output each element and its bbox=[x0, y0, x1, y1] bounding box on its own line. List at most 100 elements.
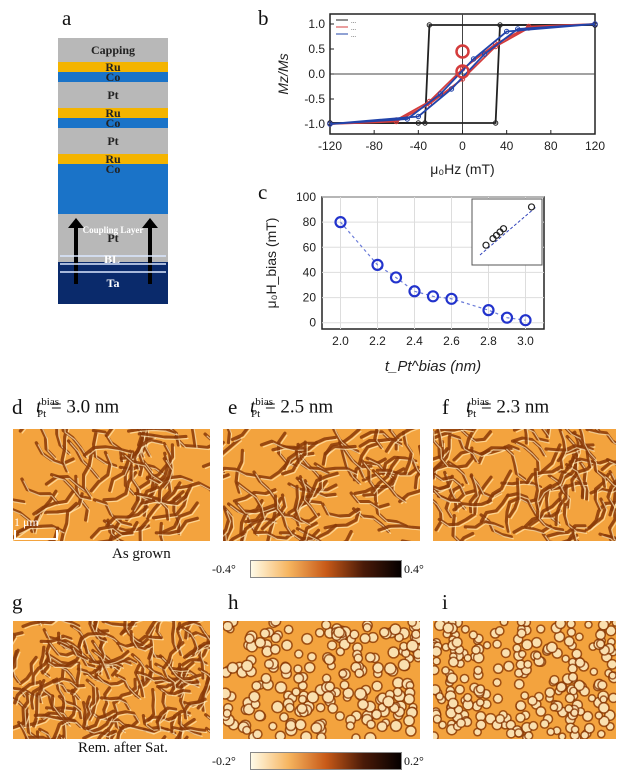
xtick-label-b: -40 bbox=[410, 139, 428, 153]
series-point-b-4 bbox=[503, 28, 510, 35]
data-point-c-5 bbox=[445, 292, 458, 305]
series-point-b-0 bbox=[492, 120, 499, 126]
ylabel-c: μ₀H_bias (mT) bbox=[263, 218, 279, 309]
colorbar2-max: 0.2° bbox=[404, 754, 424, 768]
series-point-b-1 bbox=[426, 22, 433, 28]
xtick-label-b: -80 bbox=[365, 139, 383, 153]
inset-trend-c bbox=[479, 206, 537, 256]
title-f: tbiasPt = 2.3 nm bbox=[466, 396, 550, 421]
mfm-pattern-g bbox=[13, 621, 210, 739]
title-e: tbiasPt = 2.5 nm bbox=[250, 396, 334, 421]
series-point-b-5 bbox=[481, 51, 488, 57]
mfm-map-d bbox=[12, 428, 211, 542]
panel-label-h: h bbox=[228, 590, 239, 614]
panel-label-a: a bbox=[62, 6, 72, 30]
xtick-label-b: -120 bbox=[318, 139, 342, 153]
mfm-pattern-h bbox=[223, 621, 420, 739]
xtick-label-c: 2.4 bbox=[406, 334, 423, 348]
highlight-marker-b-2 bbox=[455, 64, 470, 79]
xtick-label-b: 40 bbox=[500, 139, 514, 153]
panel-label-e: e bbox=[228, 395, 238, 419]
scale-bar bbox=[14, 530, 58, 540]
panel-label-b: b bbox=[258, 6, 269, 30]
highlight-marker-b-1 bbox=[455, 44, 470, 59]
layer-pt-6: Pt bbox=[58, 128, 168, 154]
series-point-b-5 bbox=[448, 86, 455, 92]
panel-label-c: c bbox=[258, 180, 268, 204]
panel-label-f: f bbox=[442, 395, 449, 419]
trend-line-c bbox=[340, 221, 526, 321]
coupling-layer-label: Coupling Layer bbox=[82, 225, 144, 235]
mfm-pattern-d bbox=[13, 429, 210, 541]
layer-co-8: Co bbox=[58, 162, 168, 176]
ytick-label-c: 40 bbox=[303, 265, 317, 279]
data-point-c-7 bbox=[500, 311, 514, 324]
rem-after-sat-label: Rem. after Sat. bbox=[78, 740, 168, 756]
mfm-map-h bbox=[222, 620, 421, 740]
legend-label-b: ... bbox=[351, 33, 356, 39]
data-point-c-2 bbox=[389, 271, 403, 284]
ytick-label-b: 1.0 bbox=[308, 17, 325, 31]
legend-label-b: ... bbox=[351, 19, 356, 25]
mfm-pattern-i bbox=[433, 621, 616, 739]
colorbar1-max: 0.4° bbox=[404, 562, 424, 576]
layer-co-2: Co bbox=[58, 70, 168, 84]
mfm-map-g bbox=[12, 620, 211, 740]
ytick-label-c: 20 bbox=[303, 291, 317, 305]
data-point-c-3 bbox=[408, 285, 421, 298]
ytick-label-b: -0.5 bbox=[304, 92, 325, 106]
data-point-c-8 bbox=[519, 314, 532, 327]
ylabel-b: Mz/Ms bbox=[275, 53, 291, 94]
ytick-label-c: 60 bbox=[303, 240, 317, 254]
panel-label-d: d bbox=[12, 395, 23, 419]
data-point-c-1 bbox=[371, 258, 384, 271]
data-point-c-4 bbox=[426, 290, 440, 303]
mfm-pattern-f bbox=[433, 429, 616, 541]
xtick-label-c: 2.6 bbox=[443, 334, 460, 348]
layer-ru-1: Ru bbox=[58, 60, 168, 74]
ytick-label-b: -1.0 bbox=[304, 117, 325, 131]
legend-label-b: ... bbox=[351, 26, 356, 32]
ytick-label-b: 0.5 bbox=[308, 42, 325, 56]
data-point-c-6 bbox=[482, 304, 495, 317]
layer-ru-7: Ru bbox=[58, 152, 168, 166]
data-point-c-0 bbox=[334, 216, 347, 229]
colorbar1 bbox=[250, 560, 402, 578]
series-point-b-5 bbox=[592, 21, 598, 27]
xtick-label-c: 2.8 bbox=[480, 334, 497, 348]
series-point-b-5 bbox=[415, 113, 422, 120]
layer-ru-4: Ru bbox=[58, 106, 168, 120]
xtick-label-c: 2.2 bbox=[369, 334, 386, 348]
colorbar2 bbox=[250, 752, 402, 770]
hysteresis-chart: -120 -80 -40 0 40 80 120 -1.0 -0.5 0.0 0.5 1.0.....… bbox=[275, 13, 605, 177]
xlabel-c: t_Pt^bias (nm) bbox=[385, 358, 481, 375]
bias-field-chart: 0 20 40 60 80 100 2.0 2.2 2.4 2.6 2.8 3.0 t_Pt^bias … bbox=[263, 190, 545, 375]
mfm-map-e bbox=[222, 428, 421, 542]
inset-point-c-4 bbox=[499, 225, 508, 233]
series-point-b-5 bbox=[515, 26, 521, 32]
xtick-label-b: 0 bbox=[459, 139, 466, 153]
xtick-label-b: 120 bbox=[585, 139, 605, 153]
panel-label-g: g bbox=[12, 590, 23, 614]
series-line-b-4 bbox=[329, 23, 596, 125]
mfm-pattern-e bbox=[223, 429, 420, 541]
ytick-label-c: 80 bbox=[303, 215, 317, 229]
layer-multilayer-9 bbox=[58, 174, 168, 214]
title-d: tbiasPt = 3.0 nm bbox=[36, 396, 120, 421]
coupling-arrows bbox=[60, 218, 166, 284]
mfm-map-i bbox=[432, 620, 617, 740]
xtick-label-c: 2.0 bbox=[332, 334, 349, 348]
xtick-label-c: 3.0 bbox=[517, 334, 534, 348]
series-point-b-1 bbox=[422, 120, 428, 126]
as-grown-label: As grown bbox=[112, 546, 171, 562]
layer-co-5: Co bbox=[58, 116, 168, 130]
xtick-label-b: 80 bbox=[544, 139, 558, 153]
series-point-b-4 bbox=[437, 91, 444, 97]
bl-label: BL bbox=[103, 252, 120, 266]
series-point-b-5 bbox=[327, 121, 333, 127]
panel-label-i: i bbox=[442, 590, 448, 614]
layer-capping-0: Capping bbox=[58, 38, 168, 62]
ytick-label-c: 0 bbox=[309, 316, 316, 330]
colorbar1-min: -0.4° bbox=[212, 562, 236, 576]
scale-bar-label: 1 μm bbox=[14, 515, 39, 529]
